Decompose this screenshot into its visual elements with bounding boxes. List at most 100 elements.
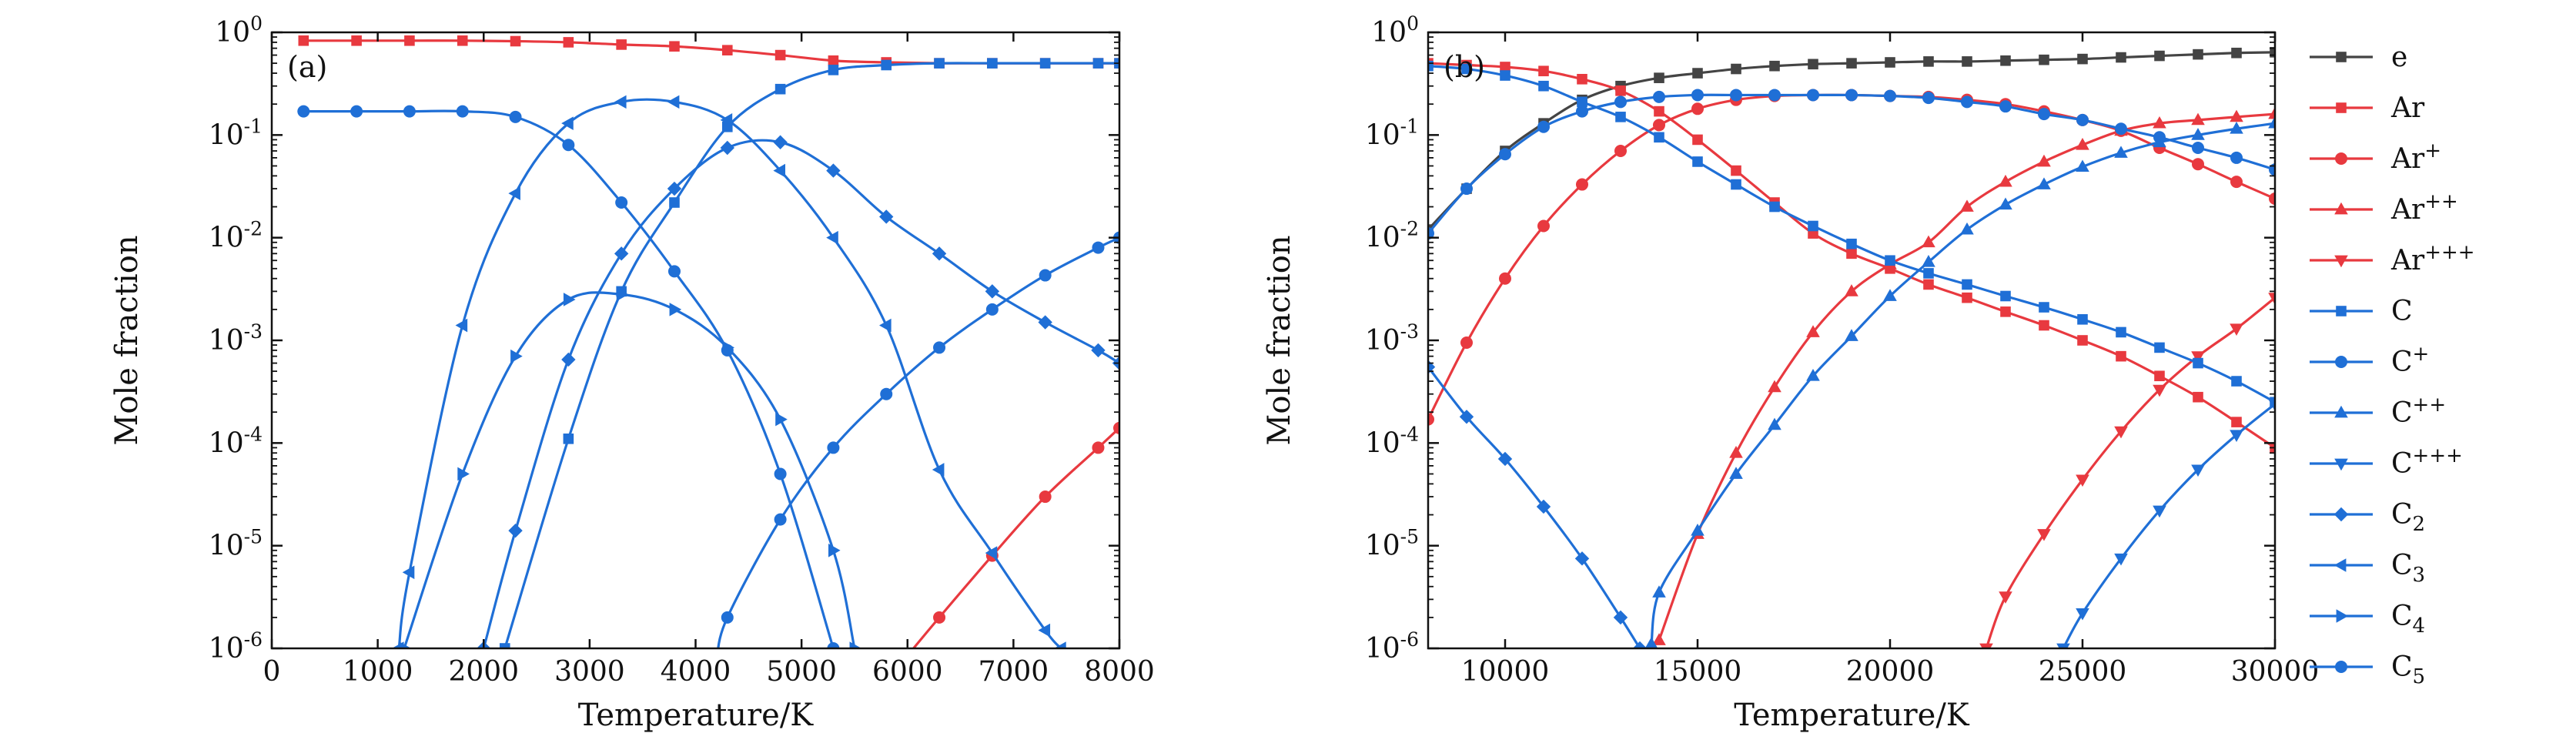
data-point-ar: [2000, 306, 2011, 317]
series-c: [499, 58, 1119, 648]
data-point-ar: [1577, 73, 1587, 85]
y-tick-label: 10-3: [209, 320, 263, 357]
x-tick-label: 7000: [979, 656, 1049, 688]
legend-item-c3: C3: [2310, 550, 2425, 587]
data-point-ar: [563, 37, 574, 48]
data-point-ar: [404, 35, 415, 46]
data-point-arplus: [1653, 119, 1665, 132]
data-point-c3: [1054, 641, 1066, 648]
data-point-c3: [614, 95, 627, 109]
series-cplus: [717, 231, 1119, 648]
data-point-cplusplus: [2076, 159, 2089, 172]
series-c4: [399, 287, 862, 648]
data-point-cplusplusplus: [2191, 464, 2205, 477]
data-point-arplusplus: [1922, 235, 1935, 248]
legend-label: C3: [2391, 550, 2425, 587]
legend-marker: [2334, 458, 2348, 471]
legend-label: Ar++: [2390, 190, 2458, 226]
x-axis-label: Temperature/K: [578, 698, 815, 733]
data-point-c3: [720, 113, 733, 127]
data-point-cplusplus: [1845, 329, 1858, 341]
data-point-c4: [399, 641, 412, 648]
data-point-e: [2077, 53, 2088, 65]
data-point-arplusplus: [1729, 446, 1743, 458]
legend-item-e: e: [2310, 42, 2407, 73]
data-point-c4: [669, 303, 682, 316]
data-point-arplus: [1691, 102, 1704, 116]
data-point-c: [2077, 313, 2088, 325]
data-point-cplusplus: [1999, 197, 2012, 210]
x-tick-label: 5000: [766, 656, 837, 688]
data-point-cplus: [1653, 90, 1665, 103]
legend-item-c2: C2: [2310, 499, 2425, 536]
data-point-c3: [826, 230, 838, 245]
data-point-e: [2270, 47, 2275, 58]
legend-label: C2: [2391, 499, 2425, 536]
data-point-c5: [562, 139, 575, 152]
x-tick-label: 4000: [661, 656, 731, 688]
data-point-e: [2116, 52, 2126, 63]
y-tick-label: 10-2: [209, 218, 263, 254]
data-point-cplusplus: [1806, 369, 1820, 381]
data-point-c4: [457, 467, 470, 481]
data-point-arplusplusplus: [2037, 529, 2051, 541]
data-point-c2: [1459, 410, 1474, 424]
data-point-cplusplus: [1729, 467, 1743, 479]
series-line-c4: [403, 291, 856, 648]
legend-label: C+++: [2391, 444, 2463, 480]
data-point-c: [2116, 326, 2126, 338]
y-tick-label: 10-4: [209, 423, 263, 459]
panel-label: (a): [287, 50, 327, 84]
data-point-c: [1428, 60, 1434, 72]
data-point-c2: [773, 135, 788, 149]
data-point-cplus: [1499, 148, 1511, 161]
x-tick-label: 15000: [1654, 656, 1742, 688]
data-point-c: [774, 83, 786, 95]
x-axis-label: Temperature/K: [1734, 698, 1970, 733]
data-point-e: [1769, 60, 1780, 72]
data-point-c5: [721, 343, 734, 357]
data-point-e: [1846, 58, 1857, 69]
data-point-cplusplus: [2114, 146, 2128, 158]
panel-a: 0 1000 2000 3000 4000 5000 6000 7000 8000 10-6 10-…: [109, 12, 1155, 733]
data-point-c4: [616, 287, 629, 302]
data-point-cplusplus: [2268, 116, 2275, 129]
data-point-c2: [1574, 551, 1590, 566]
series-arplusplus: [1652, 106, 2275, 645]
data-point-c3: [932, 463, 945, 477]
data-point-cplus: [1845, 89, 1858, 102]
data-point-c2: [1091, 343, 1106, 358]
data-point-arplusplus: [1845, 284, 1858, 296]
data-point-arplusplusplus: [2114, 426, 2128, 439]
data-point-e: [2154, 50, 2165, 62]
data-point-c: [1654, 132, 1664, 143]
x-tick-label: 0: [263, 656, 281, 688]
y-tick-label: 10-5: [1365, 526, 1419, 562]
data-point-e: [2231, 47, 2242, 59]
legend-item-ar: Ar: [2310, 92, 2425, 124]
data-point-c: [1538, 80, 1549, 92]
series-line-arplusplusplus: [1985, 296, 2275, 648]
data-point-c5: [456, 105, 469, 118]
legend-item-arplusplusplus: Ar+++: [2310, 241, 2475, 276]
data-point-cplus: [2230, 151, 2243, 164]
data-point-ar: [2154, 370, 2165, 382]
data-point-arplusplus: [1806, 325, 1820, 337]
legend-label: C+: [2391, 343, 2429, 378]
data-point-c4: [563, 293, 576, 306]
legend-marker: [2335, 356, 2347, 368]
data-point-c2: [1613, 610, 1628, 625]
data-point-arplus: [1092, 441, 1105, 454]
y-tick-label: 10-5: [209, 526, 263, 562]
data-point-e: [1731, 63, 1741, 75]
data-point-arplus: [2230, 176, 2243, 189]
data-point-e: [1923, 56, 1934, 67]
data-point-c: [2231, 376, 2242, 387]
data-point-c2: [508, 523, 523, 538]
data-point-cplus: [985, 303, 999, 316]
data-point-cplus: [827, 441, 840, 454]
data-point-c: [2000, 290, 2011, 302]
data-point-cplusplusplus: [2114, 553, 2128, 566]
data-point-cplusplusplus: [2056, 643, 2070, 648]
